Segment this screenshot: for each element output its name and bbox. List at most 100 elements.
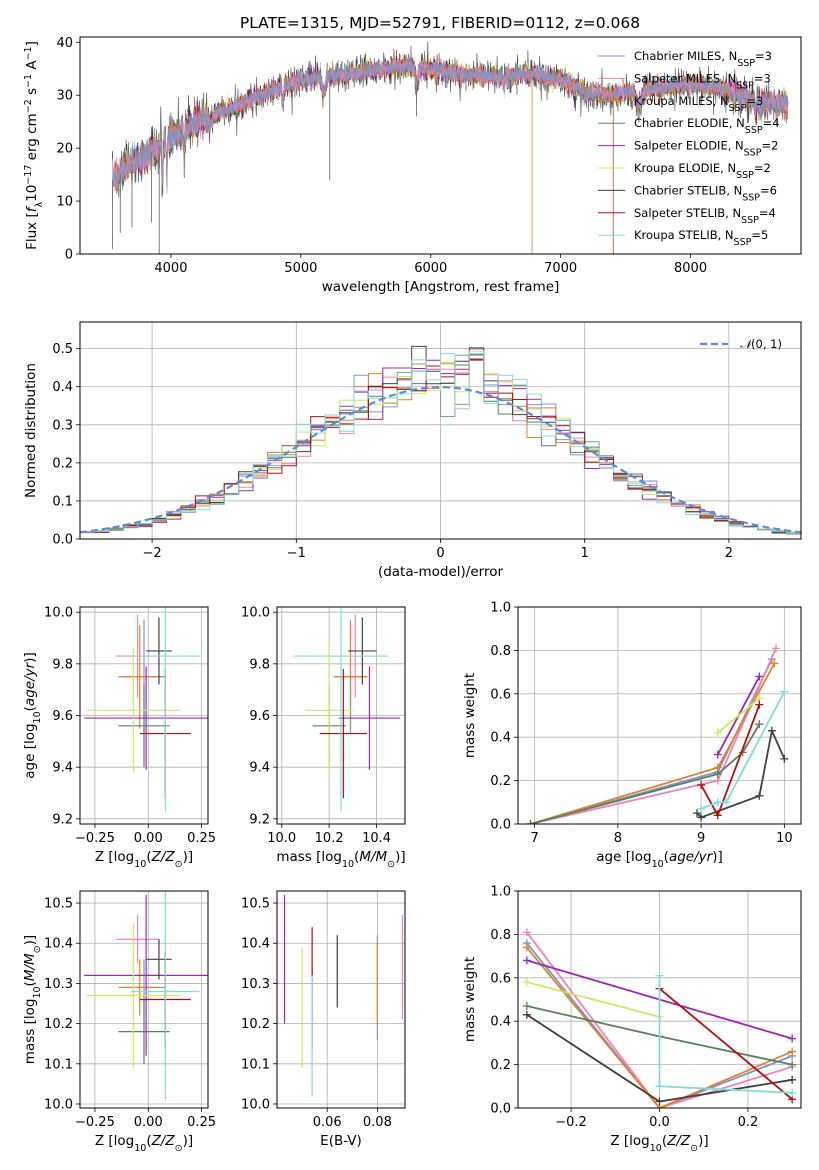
age_vs_Z-ytick-label: 9.8: [52, 657, 73, 672]
legend-label-chabrier-miles: Chabrier MILES, NSSP=3: [634, 49, 772, 69]
weight_vs_age-series-kroupa-stelib: [697, 687, 789, 813]
weight-marker: [780, 687, 789, 696]
age_vs_Z-plot-area: [84, 607, 208, 812]
spectrum-xtick-label: 7000: [544, 261, 577, 276]
weight_vs_Z-ytick-label: 1.0: [490, 885, 511, 900]
age_vs_Z-axes: −0.25 0.00 0.25 9.2 9.4 9.6 9.8 10.0 Z [log10(Z/…: [22, 606, 216, 870]
weight-marker: [522, 943, 531, 952]
mass_vs_Z-xtick-label: 0.00: [134, 1115, 163, 1130]
weight-marker: [722, 798, 731, 807]
weight_vs_age-axes: 7 8 9 10 0.0 0.2 0.4 0.6 0.8 1.0 age [log10(age/yr…: [462, 601, 802, 870]
mass_vs_Z-errorbar-kroupa-stelib: [131, 891, 200, 1100]
age_vs_mass-ytick-label: 9.8: [249, 657, 270, 672]
weight-marker: [788, 1047, 797, 1056]
weight_vs_Z-plot-area: [522, 928, 797, 1108]
residuals-xlabel: (data-model)/error: [378, 564, 504, 580]
weight-marker: [697, 780, 706, 789]
spectrum-xtick-label: 5000: [284, 261, 317, 276]
age_vs_mass-plot-area: [293, 607, 401, 812]
spectrum-ytick-label: 40: [56, 36, 73, 51]
weight-marker: [697, 804, 706, 813]
weight-marker: [522, 978, 531, 987]
age_vs_mass-xtick-label: 10.4: [362, 831, 391, 846]
weight-marker: [713, 750, 722, 759]
weight_vs_age-xtick-label: 9: [697, 831, 705, 846]
age_vs_Z-errorbar-kroupa-stelib: [131, 607, 200, 812]
weight-marker: [772, 644, 781, 653]
age_vs_mass-ytick-label: 9.6: [249, 709, 270, 724]
spectrum-series-chabrier-miles: [112, 54, 789, 194]
weight-marker: [755, 700, 764, 709]
weight_vs_age-plot-area: [526, 644, 789, 824]
age_vs_Z-frame: [79, 606, 209, 825]
weight_vs_Z-ytick-label: 0.2: [490, 1058, 511, 1073]
age_vs_mass-errorbar-salpeter-elodie: [338, 666, 401, 770]
spectrum-ylabel: Flux [fλ10−17 erg cm−2 s−1 A−1]: [23, 41, 45, 250]
age_vs_Z-errorbar-kroupa-elodie: [86, 648, 181, 773]
weight-marker: [788, 1034, 797, 1043]
weight-marker: [522, 928, 531, 937]
legend-label-kroupa-elodie: Kroupa ELODIE, NSSP=2: [634, 161, 771, 181]
age_vs_Z-errorbar-chabrier-elodie: [118, 684, 170, 768]
mass_vs_ebv-ytick-label: 10.1: [241, 1057, 270, 1072]
mass_vs_Z-axes: −0.25 0.00 0.25 10.0 10.1 10.2 10.3 10.4 10.5 Z […: [22, 890, 216, 1154]
mass_vs_Z-ytick-label: 10.5: [44, 897, 73, 912]
spectrum-axes: 4000 5000 6000 7000 8000 0 10 20 30 40 wavelength …: [23, 36, 802, 295]
weight-marker: [522, 1002, 531, 1011]
spectrum-xlabel: wavelength [Angstrom, rest frame]: [322, 279, 560, 295]
weight-marker: [788, 1088, 797, 1097]
age_vs_mass-xtick-label: 10.2: [315, 831, 344, 846]
age_vs_Z-ytick-label: 9.2: [52, 812, 73, 827]
weight_vs_age-xtick-label: 7: [531, 831, 539, 846]
age_vs_Z-errorbar-salpeter-elodie: [84, 666, 208, 770]
weight_vs_Z-series-chabrier-stelib: [522, 1010, 797, 1106]
weight-marker: [755, 672, 764, 681]
residuals-xtick-label: 0: [436, 546, 444, 561]
weight-marker: [522, 956, 531, 965]
age_vs_Z-xlabel: Z [log10(Z/Z⊙)]: [95, 849, 193, 870]
age_vs_Z-ytick-label: 9.6: [52, 709, 73, 724]
mass_vs_Z-errorbar-salpeter-elodie: [84, 895, 208, 1056]
spectrum-ytick-label: 10: [56, 195, 73, 210]
residuals-plot-area: [80, 345, 801, 535]
weight-marker: [767, 726, 776, 735]
weight_vs_Z-ytick-label: 0.4: [490, 1015, 511, 1030]
residuals-ytick-label: 0.3: [52, 418, 73, 433]
figure-title: PLATE=1315, MJD=52791, FIBERID=0112, z=0…: [240, 14, 640, 32]
weight_vs_age-ylabel: mass weight: [462, 673, 478, 758]
age_vs_mass-ytick-label: 9.4: [249, 761, 270, 776]
weight_vs_Z-axes: −0.2 0.0 0.2 0.0 0.2 0.4 0.6 0.8 1.0 Z [log10(Z/Z…: [462, 885, 802, 1154]
mass_vs_ebv-plot-area: [283, 895, 404, 1096]
age_vs_mass-frame: [276, 606, 406, 825]
spectrum-ytick-label: 30: [56, 89, 73, 104]
spectrum-frame: [79, 36, 802, 255]
residuals-axes: −2 −1 0 1 2 0.0 0.1 0.2 0.3 0.4 0.5 (data-model)/er…: [23, 321, 802, 580]
weight_vs_age-series-chabrier-elodie: [526, 720, 764, 824]
spectrum-xtick-label: 6000: [414, 261, 447, 276]
weight_vs_age-xtick-label: 10: [776, 831, 793, 846]
weight_vs_age-series-chabrier-stelib: [692, 726, 789, 822]
weight-marker: [697, 813, 706, 822]
age_vs_mass-axes: 10.0 10.2 10.4 9.2 9.4 9.6 9.8 10.0 mass [log10(…: [241, 606, 406, 870]
legend-label-salpeter-miles: Salpeter MILES, NSSP=3: [634, 71, 771, 91]
weight_vs_Z-ytick-label: 0.0: [490, 1102, 511, 1117]
age_vs_mass-xtick-label: 10.0: [267, 831, 296, 846]
age_vs_Z-xtick-label: 0.25: [187, 831, 216, 846]
weight_vs_age-series-salpeter-stelib: [697, 700, 764, 820]
weight_vs_Z-xtick-label: −0.2: [555, 1115, 587, 1130]
age_vs_Z-errorbar-kroupa-miles: [118, 625, 162, 729]
weight_vs_age-frame: [517, 606, 802, 825]
mass_vs_ebv-frame: [276, 890, 406, 1109]
mass_vs_Z-errorbar-kroupa-elodie: [86, 923, 181, 1068]
mass_vs_Z-errorbar-kroupa-miles: [118, 959, 162, 1016]
mass_vs_Z-errorbar-salpeter-miles: [116, 915, 159, 964]
weight_vs_Z-xtick-label: 0.0: [649, 1115, 670, 1130]
weight_vs_Z-ylabel: mass weight: [462, 957, 478, 1042]
weight-marker: [713, 798, 722, 807]
weight-marker: [522, 1010, 531, 1019]
age_vs_mass-xlabel: mass [log10(M/M⊙)]: [276, 849, 405, 870]
weight-marker: [755, 720, 764, 729]
mass_vs_Z-ytick-label: 10.4: [44, 937, 73, 952]
age_vs_mass-ytick-label: 9.2: [249, 812, 270, 827]
